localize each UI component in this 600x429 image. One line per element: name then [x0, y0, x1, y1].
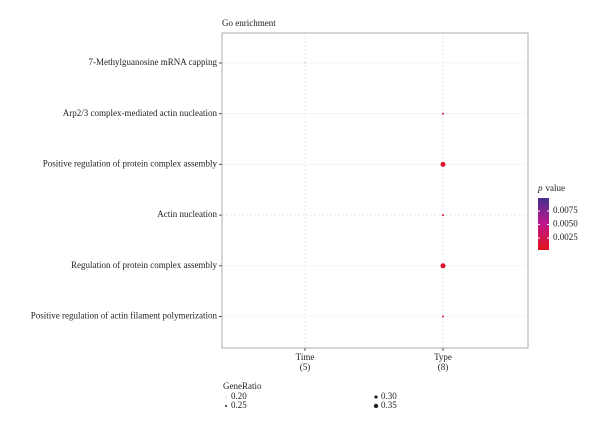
x-tick-label: (8) [438, 362, 449, 372]
legend-dot [225, 396, 227, 398]
colorbar-label: 0.0075 [553, 205, 578, 215]
legend-dot [373, 403, 379, 409]
y-tick-label: Actin nucleation [157, 209, 217, 219]
x-tick-label: Time [296, 352, 315, 362]
x-tick-label: (5) [300, 362, 311, 372]
dot [440, 161, 446, 167]
y-tick-label: 7-Methylguanosine mRNA capping [89, 57, 218, 67]
colorbar [538, 198, 549, 250]
legend-label: 0.35 [381, 400, 397, 410]
y-tick-label: Arp2/3 complex-mediated actin nucleation [63, 108, 218, 118]
y-tick-label: Regulation of protein complex assembly [71, 260, 217, 270]
legend-label: 0.30 [381, 391, 397, 401]
legend-title: p value [537, 183, 565, 193]
legend-title: GeneRatio [223, 381, 262, 391]
legend-title-part: p [537, 183, 543, 193]
colorbar-label: 0.0025 [553, 232, 578, 242]
chart-title: Go enrichment [222, 18, 276, 28]
panel [221, 32, 529, 349]
dot [440, 263, 446, 269]
y-tick-label: Positive regulation of protein complex a… [43, 158, 218, 168]
dot [442, 214, 444, 217]
legend-label: 0.25 [231, 400, 247, 410]
dot [304, 62, 306, 64]
y-tick-label: Positive regulation of actin filament po… [31, 311, 218, 321]
dot [442, 315, 444, 318]
colorbar-label: 0.0050 [553, 219, 578, 229]
dot [442, 112, 444, 115]
legend-label: 0.20 [231, 391, 247, 401]
legend-dot [374, 395, 378, 399]
x-tick-label: Type [434, 352, 452, 362]
legend-dot [225, 405, 227, 407]
legend-title-part: value [546, 183, 566, 193]
